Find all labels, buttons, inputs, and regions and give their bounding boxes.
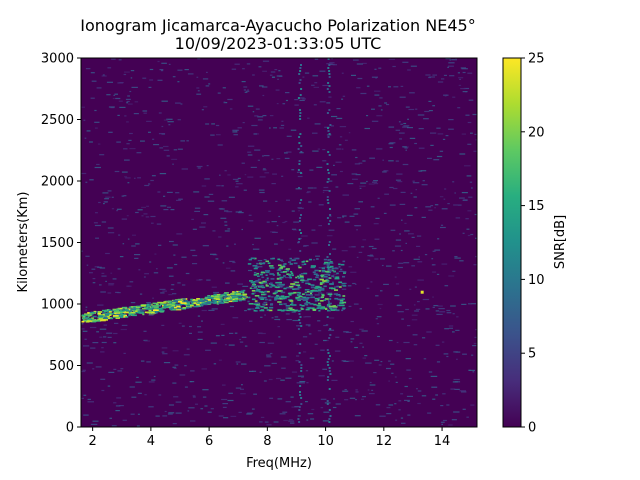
x-axis-label: Freq(MHz) <box>246 456 312 471</box>
x-tick-label: 2 <box>89 434 97 449</box>
spread-echo-cluster <box>247 257 347 312</box>
x-tick-label: 10 <box>317 434 334 449</box>
y-tick-label: 3000 <box>41 52 74 67</box>
y-tick-label: 1000 <box>41 298 74 313</box>
colorbar-tick-label: 25 <box>528 52 545 67</box>
y-tick-label: 2000 <box>41 175 74 190</box>
interference-stripe <box>326 58 332 423</box>
interference-stripe <box>297 64 303 423</box>
colorbar-tick-label: 5 <box>528 347 536 362</box>
y-tick-label: 500 <box>49 359 74 374</box>
y-tick-label: 2500 <box>41 113 74 128</box>
x-tick-label: 8 <box>263 434 271 449</box>
main-echo-trace <box>81 289 248 323</box>
plot-area <box>81 58 477 427</box>
noise-texture <box>81 58 477 427</box>
colorbar-tick-label: 15 <box>528 199 545 214</box>
x-tick-label: 6 <box>205 434 213 449</box>
isolated-echo <box>420 290 424 294</box>
x-tick-label: 4 <box>147 434 155 449</box>
chart-subtitle: 10/09/2023-01:33:05 UTC <box>175 34 382 53</box>
x-tick-label: 12 <box>376 434 393 449</box>
chart-title: Ionogram Jicamarca-Ayacucho Polarization… <box>80 16 475 35</box>
y-tick-label: 1500 <box>41 236 74 251</box>
x-tick-label: 14 <box>434 434 451 449</box>
colorbar-label: SNR[dB] <box>553 215 568 269</box>
y-axis-label: Kilometers(Km) <box>16 192 31 293</box>
colorbar <box>502 57 522 428</box>
colorbar-tick-label: 20 <box>528 125 545 140</box>
colorbar-tick-label: 10 <box>528 273 545 288</box>
y-tick-label: 0 <box>66 421 74 436</box>
colorbar-tick-label: 0 <box>528 421 536 436</box>
